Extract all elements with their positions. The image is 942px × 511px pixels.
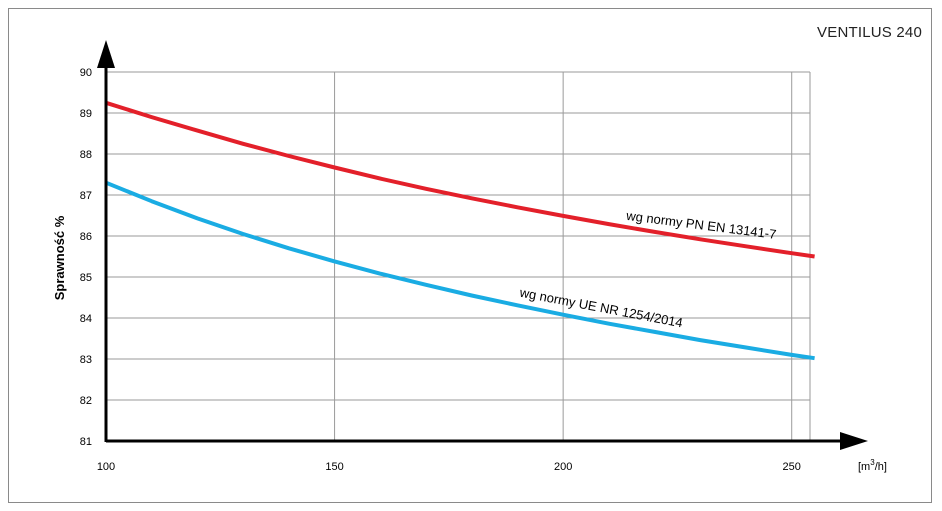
x-axis-arrow [840,432,868,450]
series-group: wg normy PN EN 13141-7wg normy UE NR 125… [105,100,815,361]
x-unit-tail: /h] [875,461,887,473]
y-tick-label-87: 87 [80,190,92,202]
series-label-0: wg normy PN EN 13141-7 [625,208,778,242]
series-line-0 [105,100,815,259]
x-tick-label-150: 150 [325,461,343,473]
y-tick-label-88: 88 [80,149,92,161]
grid [106,71,811,441]
x-axis-unit: [m3/h] [858,458,887,473]
y-tick-label-85: 85 [80,272,92,284]
x-tick-label-200: 200 [554,461,572,473]
y-tick-label-84: 84 [80,313,92,325]
y-tick-label-81: 81 [80,436,92,448]
x-tick-label-100: 100 [97,461,115,473]
y-tick-label-86: 86 [80,231,92,243]
y-axis-label: Sprawność % [52,215,67,300]
axes [97,40,868,450]
y-tick-label-90: 90 [80,67,92,79]
y-axis-arrow [97,40,115,68]
y-tick-label-83: 83 [80,354,92,366]
y-tick-label-82: 82 [80,395,92,407]
series-line-1 [105,180,815,361]
x-unit-exponent: 3 [870,458,875,467]
tick-labels: 81 82 83 84 85 86 87 88 89 90 100 150 200 250 [80,67,801,473]
x-tick-label-250: 250 [783,461,801,473]
y-tick-label-89: 89 [80,108,92,120]
chart-frame [8,8,932,503]
chart-title: VENTILUS 240 [817,24,922,41]
x-unit-base: [m [858,461,870,473]
